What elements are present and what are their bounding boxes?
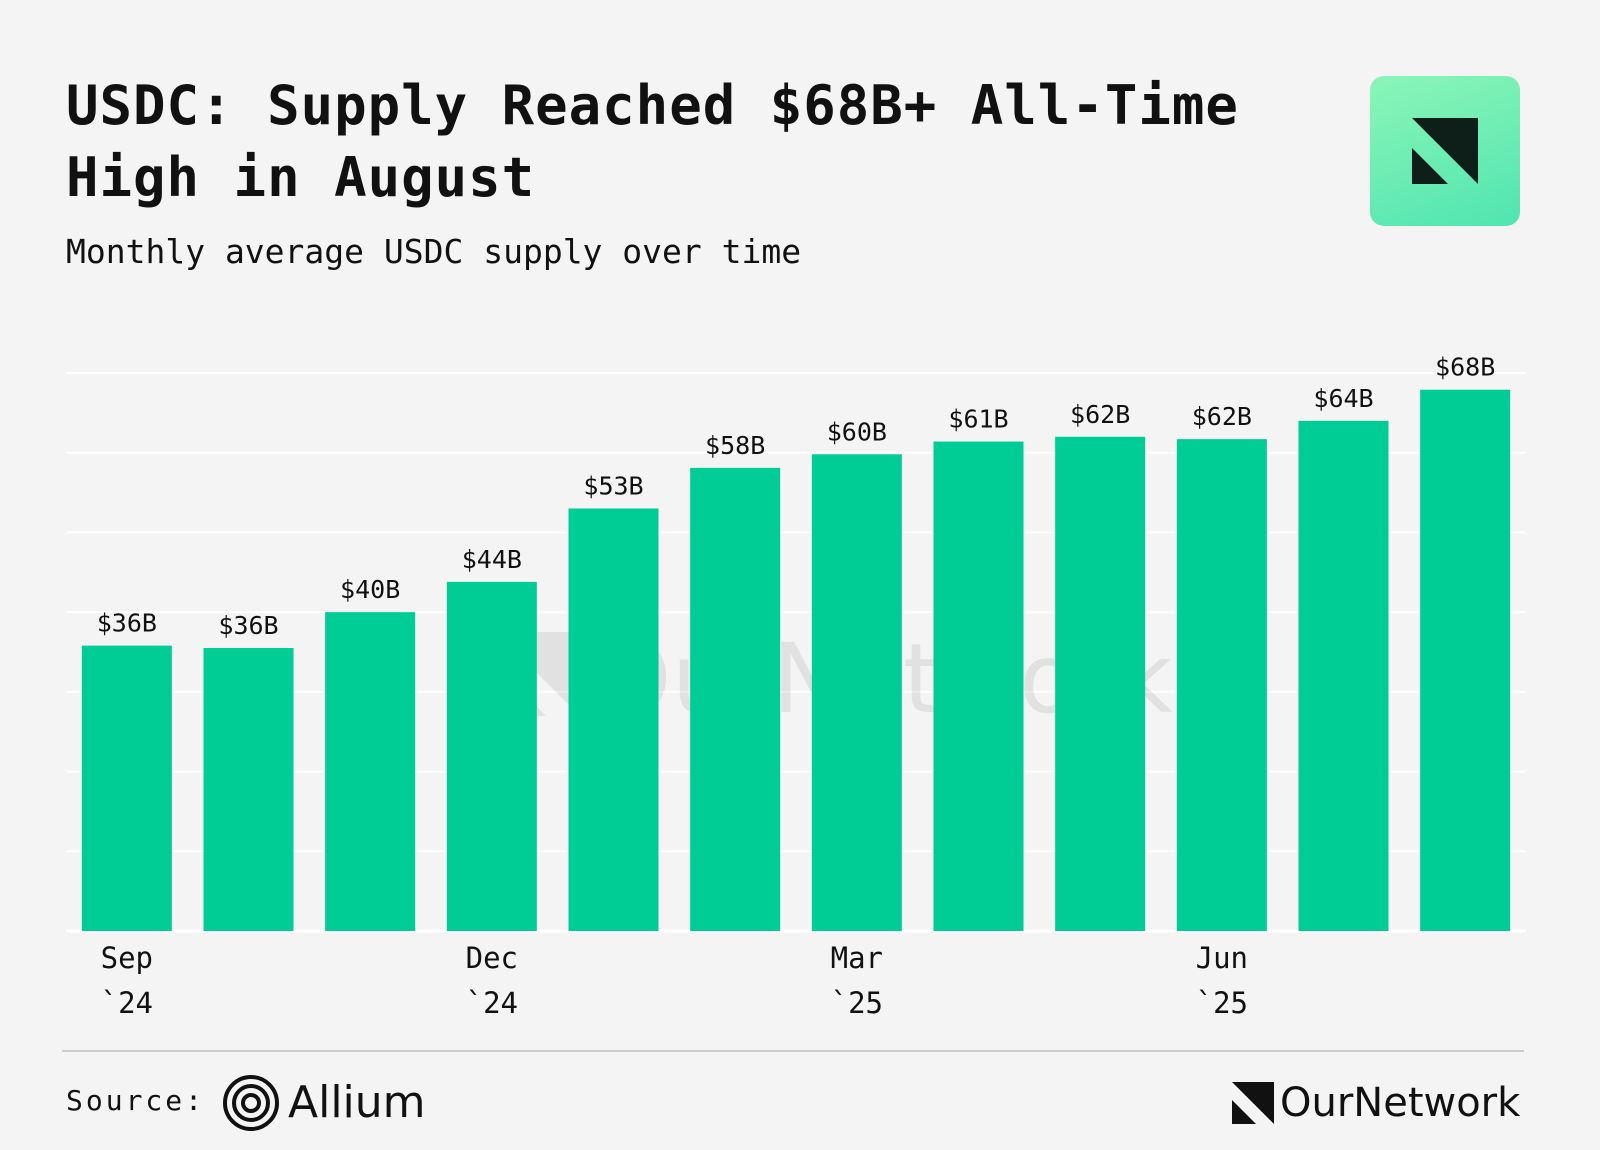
data-label: $40B [340,575,400,604]
x-tick-month: Mar [831,941,883,975]
x-tick-month: Dec [466,941,518,975]
allium-logo-icon [223,1075,279,1131]
x-tick-year: `24 [101,986,153,1020]
x-tick-month: Jun [1196,941,1248,975]
bar-mar-25 [811,454,902,931]
ournetwork-footer-logo-icon [1232,1082,1274,1124]
data-label: $68B [1435,353,1495,382]
ournetwork-badge [1370,76,1520,226]
chart-title: USDC: Supply Reached $68B+ All-Time High… [66,74,1239,209]
bar-sep-24 [81,645,172,931]
footer-divider [62,1050,1524,1052]
bar-apr-25 [933,441,1024,931]
bar-oct-24 [203,648,294,931]
data-label: $64B [1313,384,1373,413]
bar-jan-25 [568,508,659,931]
chart-subtitle: Monthly average USDC supply over time [66,232,802,271]
bar-aug-25 [1420,389,1511,931]
data-label: $61B [948,405,1008,434]
bar-jun-25 [1176,439,1267,931]
data-labels: $36B $36B $40B $44B $53B $58B $60B $61B $62B $62B… [97,353,1496,640]
data-label: $36B [97,609,157,638]
data-label: $62B [1192,402,1252,431]
bar-feb-25 [690,467,781,931]
bar-chart: OurNetwork $36B$36B$40B$44B$53B$58B$60B$… [66,353,1526,1020]
ournetwork-logo-icon [1412,118,1478,184]
bar-may-25 [1055,436,1146,931]
bars [81,389,1511,931]
source-label: Source: [66,1084,206,1117]
x-tick-year: `25 [1196,986,1248,1020]
data-label: $60B [827,417,887,446]
source-name: Allium [288,1077,426,1128]
x-tick-month: Sep [101,941,153,975]
data-label: $62B [1070,400,1130,429]
data-label: $44B [462,545,522,574]
bar-jul-25 [1298,420,1389,931]
bar-nov-24 [325,612,416,931]
x-axis-tick-labels: Sep `24 Dec `24 Mar `25 Jun `25 [101,941,1248,1020]
bar-dec-24 [446,581,537,931]
data-label: $53B [583,472,643,501]
brand-name: OurNetwork [1280,1080,1521,1126]
gridlines [66,372,1526,933]
x-tick-year: `25 [831,986,883,1020]
data-label: $58B [705,431,765,460]
data-label: $36B [218,611,278,640]
x-tick-year: `24 [466,986,518,1020]
